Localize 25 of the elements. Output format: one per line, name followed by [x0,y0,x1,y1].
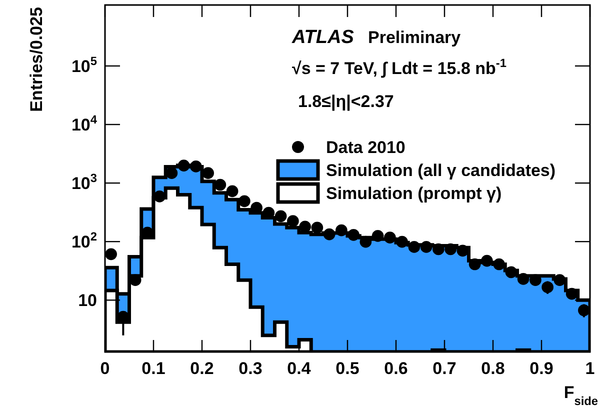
y-tick-label: 10$^{5}$ [71,54,98,76]
x-tick-label: 0.4 [287,359,312,378]
annotation: √s = 7 TeV, ∫ Ldt = 15.8 nb$^{-1}$ [292,56,507,78]
x-tick-label: 0.9 [530,359,554,378]
x-tick-label: 0.8 [481,359,505,378]
legend-label: Data 2010 [326,138,406,157]
legend-label: Simulation (all γ candidates) [326,161,556,180]
x-tick-label: 0.7 [432,359,456,378]
y-tick-label: 10$^{4}$ [71,112,98,135]
y-tick-label: 10 [78,291,97,310]
y-axis-title: Entries/0.025 [27,7,46,112]
x-tick-label: 0.3 [238,359,262,378]
x-tick-label: 1 [585,359,595,378]
x-axis-title: F$_{side}$ [564,383,598,408]
y-tick-label: 10$^{3}$ [71,171,98,194]
annotation: 1.8≤|η|<2.37 [298,92,394,111]
annotation: Preliminary [368,28,462,47]
x-tick-label: 0.6 [384,359,408,378]
y-tick-label: 10$^{2}$ [71,230,98,252]
x-tick-label: 0 [100,359,110,378]
x-tick-label: 0.1 [142,359,166,378]
annotation: ATLAS [291,27,354,48]
x-tick-label: 0.2 [190,359,214,378]
x-tick-label: 0.5 [336,359,360,378]
legend-label: Simulation (prompt γ) [326,184,502,203]
